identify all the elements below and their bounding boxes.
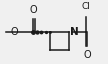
Text: Cl: Cl: [81, 2, 90, 11]
Text: O: O: [30, 5, 37, 15]
Text: O: O: [10, 27, 18, 37]
Text: N: N: [70, 26, 79, 36]
Text: O: O: [83, 50, 91, 60]
